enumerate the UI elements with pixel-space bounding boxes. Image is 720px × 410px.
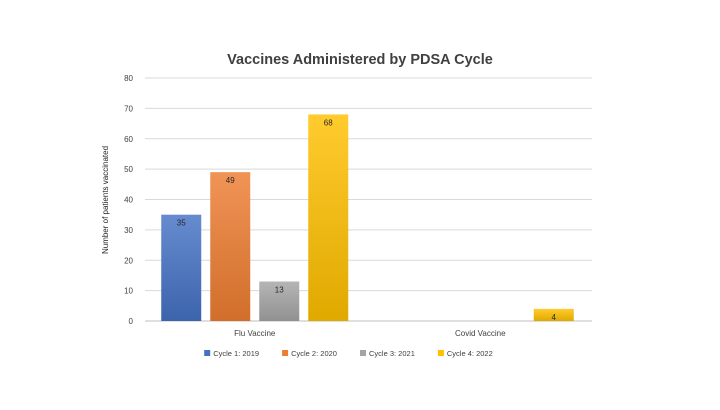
x-tick-label: Flu Vaccine [234,329,276,338]
data-label: 49 [226,176,235,185]
y-tick-label: 40 [124,196,133,205]
legend-label: Cycle 4: 2022 [447,349,493,358]
bar [210,172,251,321]
x-tick-label: Covid Vaccine [455,329,506,338]
bar [533,308,574,321]
legend-swatch [360,350,366,356]
data-label: 68 [324,118,333,127]
bar [259,281,300,321]
legend-swatch [437,350,444,356]
legend-swatch [282,350,289,356]
legend-label: Cycle 3: 2021 [369,349,415,358]
legend-swatch [204,350,211,356]
y-tick-label: 60 [124,135,133,144]
bar [161,214,202,321]
x-axis-ticks: Flu Vaccine Covid Vaccine [234,329,506,338]
legend: Cycle 1: 2019 Cycle 2: 2020 Cycle 3: 2021 C… [204,349,493,358]
legend-label: Cycle 1: 2019 [213,349,259,358]
chart-title: Vaccines Administered by PDSA Cycle [227,52,493,68]
data-label: 13 [275,286,284,295]
y-tick-label: 70 [124,104,133,113]
data-label: 4 [552,313,557,322]
y-axis-ticks: 0 10 20 30 40 50 60 70 80 [124,74,133,326]
y-tick-label: 20 [124,256,133,265]
y-tick-label: 0 [129,317,134,326]
y-axis-label: Number of patients vaccinated [101,146,110,254]
y-tick-label: 50 [124,165,133,174]
bar [308,114,349,321]
data-label: 35 [177,219,186,228]
y-tick-label: 30 [124,226,133,235]
y-tick-label: 80 [124,74,133,83]
y-tick-label: 10 [124,287,133,296]
legend-label: Cycle 2: 2020 [291,349,337,358]
bars: 35 49 13 68 4 [161,114,574,322]
